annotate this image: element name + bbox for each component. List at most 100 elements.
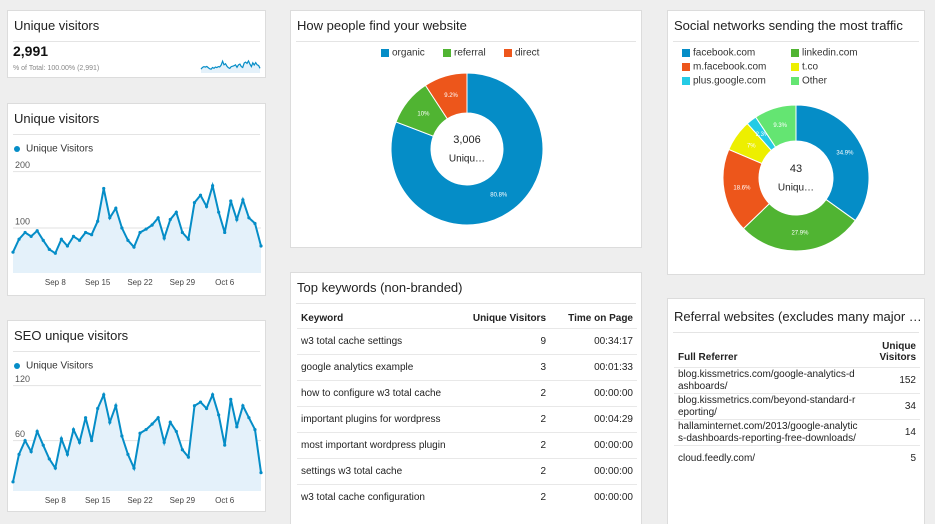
point bbox=[11, 250, 15, 254]
legend-swatch bbox=[682, 77, 690, 85]
line-widget: Unique visitors 100 200 Sep 8 Sep 15 Sep 22 S… bbox=[7, 103, 266, 296]
table-row: w3 total cache settings 9 00:34:17 bbox=[297, 328, 637, 355]
point bbox=[41, 443, 45, 447]
y-tick-label: 200 bbox=[15, 160, 30, 170]
table-widget: Top keywords (non-branded) Keyword Unique… bbox=[290, 272, 642, 524]
point bbox=[180, 448, 184, 452]
legend-marker bbox=[14, 363, 20, 369]
table-row: settings w3 total cache 2 00:00:00 bbox=[297, 458, 637, 485]
point bbox=[132, 466, 136, 470]
point bbox=[65, 452, 70, 456]
point bbox=[114, 206, 118, 210]
center-value: 3,006 bbox=[453, 134, 481, 146]
point bbox=[77, 238, 82, 242]
x-tick-label: Oct 6 bbox=[215, 278, 235, 287]
point bbox=[53, 251, 57, 255]
table-cell: 00:00:00 bbox=[550, 458, 637, 485]
score-value: 2,991 bbox=[13, 43, 49, 59]
slice bbox=[424, 72, 468, 120]
separator bbox=[13, 41, 260, 42]
table-cell: 00:01:33 bbox=[550, 354, 637, 381]
point bbox=[186, 455, 191, 459]
table-cell: 34 bbox=[862, 393, 920, 420]
legend-swatch bbox=[791, 63, 799, 71]
point bbox=[198, 193, 203, 197]
point bbox=[259, 244, 263, 248]
table-cell: 00:00:00 bbox=[550, 432, 637, 459]
table-row: cloud.feedly.com/5 bbox=[674, 445, 920, 471]
header-row: Keyword Unique Visitors Time on Page bbox=[297, 309, 637, 329]
point bbox=[192, 201, 197, 205]
point bbox=[235, 425, 239, 429]
separator bbox=[296, 303, 636, 304]
slice-label: 18.6% bbox=[733, 186, 751, 192]
x-tick-label: Sep 22 bbox=[127, 278, 153, 287]
point bbox=[241, 404, 245, 408]
point bbox=[156, 216, 160, 220]
point bbox=[241, 198, 245, 202]
table-cell: 2 bbox=[462, 458, 551, 485]
point bbox=[204, 406, 209, 411]
point bbox=[174, 429, 178, 434]
point bbox=[198, 400, 203, 404]
table-cell: 3 bbox=[462, 354, 551, 381]
point bbox=[229, 397, 233, 401]
legend-swatch bbox=[791, 49, 799, 57]
column-header: Unique Visitors bbox=[472, 313, 547, 324]
widget-title: SEO unique visitors bbox=[14, 328, 129, 343]
point bbox=[138, 431, 142, 435]
slice-label: 27.9% bbox=[791, 230, 809, 236]
column-header: Unique Visitors bbox=[879, 341, 917, 363]
point bbox=[150, 223, 154, 227]
point bbox=[120, 434, 124, 438]
point bbox=[41, 238, 45, 242]
point bbox=[29, 234, 33, 238]
table-cell: 152 bbox=[862, 367, 920, 394]
x-tick-label: Sep 29 bbox=[170, 278, 196, 287]
separator bbox=[673, 41, 919, 42]
x-tick-label: Sep 15 bbox=[85, 496, 111, 505]
line-chart: 100 200 Sep 8 Sep 15 Sep 22 Sep 29 Oct 6 Unique… bbox=[11, 144, 263, 287]
widget-title: How people find your website bbox=[297, 18, 467, 33]
legend-marker bbox=[14, 146, 20, 152]
referral-table: Full Referrer Unique Visitors blog.kissmet… bbox=[674, 337, 920, 471]
legend-swatch bbox=[682, 49, 690, 57]
point bbox=[53, 466, 57, 470]
separator bbox=[673, 332, 919, 333]
point bbox=[83, 230, 88, 235]
point bbox=[204, 204, 209, 209]
point bbox=[17, 237, 21, 241]
legend-label: Other bbox=[802, 76, 828, 87]
point bbox=[259, 471, 263, 475]
point bbox=[150, 422, 154, 426]
table-cell: google analytics example bbox=[297, 354, 463, 381]
y-tick-label: 60 bbox=[15, 429, 25, 439]
separator bbox=[13, 351, 260, 352]
point bbox=[47, 457, 51, 461]
legend-label: Unique Visitors bbox=[26, 144, 93, 155]
header-row: Full Referrer Unique Visitors bbox=[674, 337, 920, 368]
point bbox=[138, 230, 142, 235]
widget-title: Unique visitors bbox=[14, 18, 100, 33]
point bbox=[186, 237, 191, 241]
point bbox=[77, 440, 82, 445]
point bbox=[23, 230, 27, 235]
point bbox=[35, 229, 39, 233]
point bbox=[71, 234, 76, 238]
point bbox=[192, 404, 197, 408]
scorecard-widget: Unique visitors 2,991 % of Total: 100.00… bbox=[7, 10, 266, 78]
legend-swatch bbox=[443, 49, 451, 57]
table-row: how to configure w3 total cache 2 00:00:00 bbox=[297, 380, 637, 407]
table-row: important plugins for wordpress 2 00:04:29 bbox=[297, 406, 637, 433]
x-tick-label: Oct 6 bbox=[215, 496, 235, 505]
table-widget: Referral websites (excludes many major …… bbox=[667, 298, 925, 524]
point bbox=[23, 438, 27, 443]
point bbox=[65, 244, 70, 248]
separator bbox=[13, 134, 260, 135]
slice bbox=[795, 104, 870, 222]
table-cell: 00:34:17 bbox=[550, 328, 637, 355]
slice-label: 34.9% bbox=[836, 150, 854, 156]
slice bbox=[755, 104, 797, 148]
table-cell: blog.kissmetrics.com/beyond-standard-rep… bbox=[674, 393, 863, 420]
